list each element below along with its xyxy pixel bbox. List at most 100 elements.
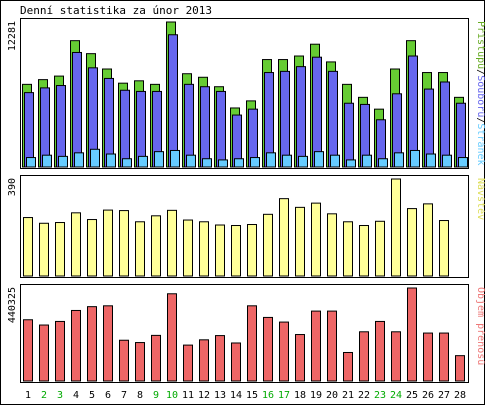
bar-files-day-4 [72,51,82,168]
bar-objem-přenosů-1 [23,319,33,382]
x-tick-label-day-16: 16 [262,390,274,401]
bar-objem-přenosů-19 [311,310,321,382]
bar-návštěv-15 [247,224,257,277]
x-tick-label-day-5: 5 [89,390,95,401]
bar-pages-day-12 [202,158,212,168]
bar-návštěv-4 [71,212,81,277]
legend-entry: Souborů [475,75,485,117]
panel-bottom-legend: Objem přenosů [475,287,485,365]
bar-pages-day-2 [42,154,52,168]
x-tick-label-day-26: 26 [422,390,434,401]
bar-pages-day-16 [266,152,276,168]
bar-objem-přenosů-14 [231,342,241,382]
bar-files-day-1 [24,92,34,168]
x-tick-label-day-15: 15 [246,390,258,401]
x-tick-label-day-9: 9 [153,390,159,401]
bar-files-day-19 [312,56,322,168]
bar-návštěv-13 [215,224,225,277]
bar-návštěv-19 [311,202,321,277]
bar-návštěv-7 [119,210,129,277]
legend-separator: / [475,69,485,75]
bar-objem-přenosů-26 [423,332,433,382]
legend-entry: Objem přenosů [475,287,485,365]
legend-entry: Návštěv [475,178,485,220]
bar-pages-day-17 [282,154,292,168]
bar-pages-day-24 [394,152,404,168]
x-tick-label-day-1: 1 [25,390,31,401]
x-tick-label-day-7: 7 [121,390,127,401]
bar-návštěv-1 [23,217,33,277]
x-tick-label-day-20: 20 [326,390,338,401]
bar-objem-přenosů-12 [199,339,209,382]
bar-návštěv-27 [439,220,449,277]
bar-pages-day-28 [458,157,468,168]
x-axis-labels: 1 2 3 4 5 6 7 8 9 10 11 12 13 14 15 16 17 18 19 20 21 22 23 24 2… [25,390,466,401]
x-tick-label-day-25: 25 [406,390,418,401]
bar-objem-přenosů-10 [167,293,177,382]
bar-pages-day-4 [74,152,84,168]
bar-návštěv-18 [295,206,305,277]
x-tick-label-day-18: 18 [294,390,306,401]
bar-files-day-20 [328,70,338,168]
bar-pages-day-20 [330,154,340,168]
bar-návštěv-23 [375,220,385,277]
bar-návštěv-3 [55,222,65,277]
bar-pages-day-6 [106,153,116,168]
x-tick-label-day-23: 23 [374,390,386,401]
legend-entry: Stránek [475,123,485,165]
x-tick-label-day-13: 13 [214,390,226,401]
bar-objem-přenosů-22 [359,331,369,382]
x-tick-label-day-17: 17 [278,390,290,401]
bar-objem-přenosů-13 [215,335,225,382]
bar-pages-day-13 [218,159,228,168]
legend-separator: / [475,117,485,123]
bar-pages-day-21 [346,159,356,168]
bar-pages-day-26 [426,153,436,168]
bar-pages-day-18 [298,155,308,168]
bar-objem-přenosů-7 [119,339,129,382]
x-tick-label-day-24: 24 [390,390,402,401]
bar-pages-day-22 [362,154,372,168]
bar-objem-přenosů-28 [455,355,465,382]
bar-files-day-21 [344,102,354,168]
panel-top: 12281 Přístupů/Souborů/Stránek [7,18,485,169]
bar-objem-přenosů-27 [439,332,449,382]
bar-objem-přenosů-21 [343,351,353,382]
bar-pages-day-15 [250,157,260,168]
bar-pages-day-8 [138,155,148,168]
bar-návštěv-20 [327,213,337,277]
panel-middle-legend: Návštěv [475,178,485,220]
x-tick-label-day-14: 14 [230,390,242,401]
x-tick-label-day-21: 21 [342,390,354,401]
bar-pages-day-25 [410,149,420,168]
bar-návštěv-16 [263,213,273,277]
bar-pages-day-7 [122,158,132,168]
bar-files-day-7 [120,89,130,168]
bar-objem-přenosů-6 [103,305,113,382]
bar-files-day-27 [440,81,450,168]
bar-objem-přenosů-17 [279,321,289,382]
bar-files-day-18 [296,66,306,168]
bar-objem-přenosů-3 [55,320,65,382]
bar-pages-day-1 [26,157,36,168]
bar-návštěv-6 [103,209,113,277]
bar-objem-přenosů-23 [375,320,385,382]
bar-files-day-3 [56,85,66,168]
bar-pages-day-27 [442,154,452,168]
bar-objem-přenosů-5 [87,306,97,382]
panel-middle: 390 Návštěv [7,175,485,278]
x-tick-label-day-22: 22 [358,390,370,401]
panel-middle-ymax-label: 390 [7,178,18,196]
bar-files-day-13 [216,90,226,168]
bar-pages-day-3 [58,155,68,168]
x-tick-label-day-11: 11 [182,390,194,401]
bar-návštěv-22 [359,225,369,277]
legend-entry: Přístupů [475,21,485,69]
bar-návštěv-26 [423,203,433,277]
x-tick-label-day-10: 10 [166,390,178,401]
x-tick-label-day-28: 28 [454,390,466,401]
bar-pages-day-23 [378,158,388,168]
bar-files-day-12 [200,86,210,168]
bar-návštěv-2 [39,222,49,277]
